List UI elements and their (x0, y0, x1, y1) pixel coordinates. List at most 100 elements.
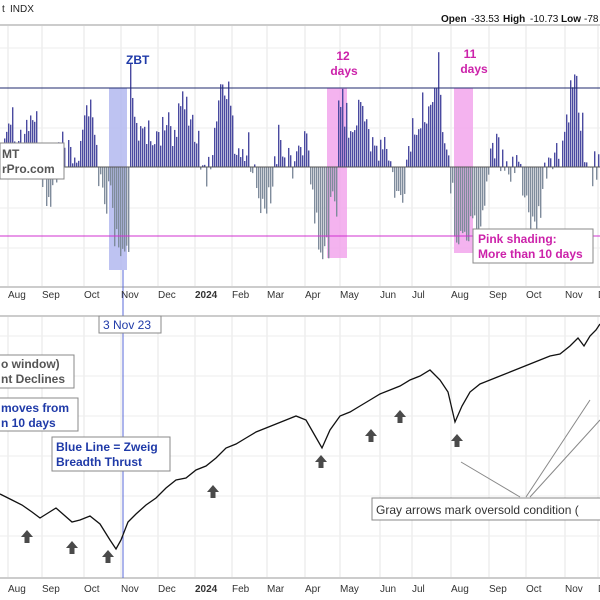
breadth-bar (224, 95, 226, 167)
breadth-bar (196, 143, 198, 167)
breadth-bar (558, 158, 560, 167)
breadth-bar (194, 141, 196, 167)
breadth-bar (422, 92, 424, 167)
zweig-note-line-2: Breadth Thrust (56, 455, 142, 469)
bottom-x-tick-label: Nov (565, 584, 583, 595)
breadth-bar (368, 129, 370, 167)
breadth-bar (152, 145, 154, 167)
bottom-x-tick-label: Nov (121, 584, 139, 595)
breadth-bar (230, 105, 232, 167)
breadth-bar (180, 106, 182, 167)
breadth-bar (484, 167, 486, 206)
oversold-arrow-2 (102, 550, 114, 563)
breadth-bar (220, 84, 222, 167)
breadth-bar (464, 167, 466, 232)
date-marker-box (98, 315, 162, 334)
top-x-tick-label: May (340, 290, 359, 301)
days11-unit: days (460, 62, 488, 76)
bottom-x-tick-label: Dec (158, 584, 176, 595)
breadth-bar (444, 143, 446, 167)
bottom-x-tick-label: Apr (305, 584, 321, 595)
breadth-bar (316, 167, 318, 213)
breadth-bar (292, 167, 294, 179)
breadth-bar (296, 151, 298, 167)
breadth-bar (570, 80, 572, 167)
breadth-bar (326, 167, 328, 238)
breadth-bar (450, 167, 452, 194)
breadth-bar (102, 167, 104, 188)
breadth-bar (96, 144, 98, 167)
breadth-bar (404, 167, 406, 194)
breadth-bar (458, 167, 460, 245)
breadth-bar (308, 150, 310, 167)
breadth-bar (294, 161, 296, 167)
breadth-bar (174, 129, 176, 167)
header-open-value: -33.53 (471, 14, 500, 25)
breadth-bar (200, 167, 202, 170)
breadth-bar (274, 156, 276, 167)
breadth-bar (218, 100, 220, 167)
breadth-bar (330, 167, 332, 197)
breadth-bar (510, 167, 512, 182)
zweig-note-line-1: Blue Line = Zweig (56, 440, 158, 454)
pink-shading-note-box (472, 228, 594, 264)
breadth-bar (242, 149, 244, 167)
breadth-bar (126, 167, 128, 246)
breadth-bar (310, 167, 312, 185)
breadth-bar (482, 167, 484, 211)
breadth-bar (192, 114, 194, 167)
breadth-bar (46, 167, 48, 207)
watermark-line-1: MT (2, 147, 20, 161)
breadth-bar (76, 162, 78, 167)
top-x-tick-label: Apr (305, 290, 321, 301)
breadth-bar (472, 167, 474, 219)
breadth-bar (136, 122, 138, 167)
bottom-x-tick-label: Aug (451, 584, 469, 595)
breadth-bar (446, 149, 448, 167)
breadth-bar (208, 156, 210, 167)
breadth-bar (240, 157, 242, 167)
breadth-bar (584, 162, 586, 167)
top-x-tick-label: Jul (412, 290, 425, 301)
breadth-bar (536, 167, 538, 237)
breadth-bar (324, 167, 326, 247)
breadth-bar (456, 167, 458, 243)
window-note-box (0, 354, 75, 389)
header-exchange: INDX (10, 4, 34, 15)
breadth-bar (358, 99, 360, 167)
breadth-bar (128, 167, 130, 252)
breadth-bar (380, 139, 382, 167)
price-line (0, 323, 600, 551)
breadth-bar (478, 167, 480, 231)
breadth-bar (556, 143, 558, 167)
breadth-bar (234, 153, 236, 167)
breadth-bar (410, 151, 412, 167)
breadth-bar (284, 157, 286, 167)
price-line-group (0, 323, 600, 551)
breadth-bar (394, 167, 396, 198)
breadth-bar (466, 167, 468, 241)
top-x-tick-label: Nov (121, 290, 139, 301)
breadth-bar (514, 167, 516, 174)
header-low-label: Low (561, 14, 581, 25)
breadth-bar (580, 130, 582, 167)
breadth-bar (264, 167, 266, 209)
window-note-line-1: o window) (1, 357, 60, 371)
breadth-bar (168, 112, 170, 167)
top-x-axis-labels: Aug Sep Oct Nov Dec 2024 Feb Mar Apr May Jun Jul Aug… (8, 290, 600, 301)
header-symbol: t (2, 4, 5, 15)
breadth-bar (488, 167, 490, 175)
breadth-bar (106, 167, 108, 214)
breadth-bar (354, 130, 356, 167)
breadth-bar (524, 167, 526, 198)
breadth-bar (300, 147, 302, 167)
breadth-bar (572, 87, 574, 167)
breadth-bar (86, 105, 88, 167)
breadth-bar (348, 137, 350, 167)
breadth-bar (84, 115, 86, 167)
breadth-bar (98, 167, 100, 187)
breadth-bar (306, 133, 308, 167)
breadth-bar (426, 123, 428, 167)
breadth-bar (552, 167, 554, 170)
breadth-bar (144, 126, 146, 167)
